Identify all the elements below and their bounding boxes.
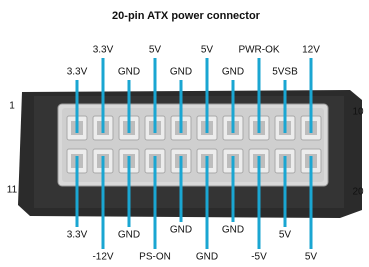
pin-label: 3.3V (93, 45, 114, 56)
diagram: 20-pin ATX power connector 3.3V 3.3V GND 5V… (0, 0, 369, 267)
pin-number: 10 (352, 107, 364, 118)
pin-label: GND (118, 67, 140, 78)
pin-label: GND (196, 252, 218, 263)
pin-number: 1 (9, 101, 15, 112)
pin-label: 12V (302, 45, 320, 56)
title: 20-pin ATX power connector (112, 10, 261, 22)
pin-label: PS-ON (139, 252, 171, 263)
pin-label: 5V (305, 252, 318, 263)
pin-number: 20 (352, 187, 364, 198)
pin-label: 5V (149, 45, 162, 56)
pin-label: GND (170, 67, 192, 78)
pin-label: 3.3V (67, 230, 88, 241)
pin-label: 3.3V (67, 67, 88, 78)
pin-label: PWR-OK (238, 45, 279, 56)
pin-label: 5VSB (272, 67, 298, 78)
pin-label: -5V (251, 252, 267, 263)
pin-label: -12V (92, 252, 113, 263)
pin-number: 11 (7, 185, 18, 196)
pin-label: GND (170, 225, 192, 236)
pin-label: GND (118, 230, 140, 241)
pin-label: 5V (279, 230, 292, 241)
pin-label: GND (222, 225, 244, 236)
pin-label: GND (222, 67, 244, 78)
pin-label: 5V (201, 45, 214, 56)
